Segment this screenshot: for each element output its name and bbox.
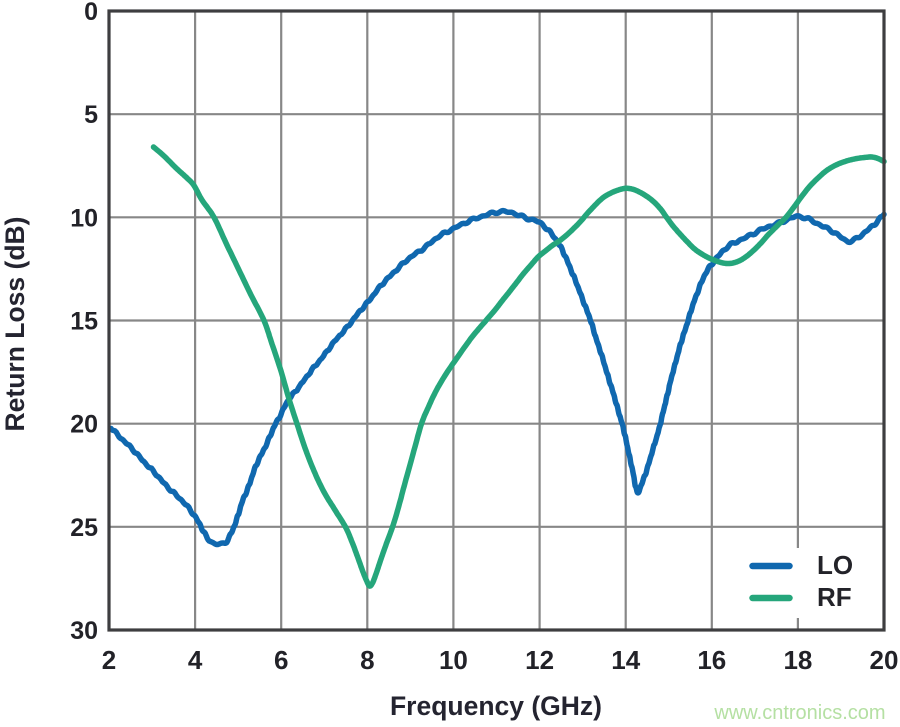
svg-text:10: 10: [439, 645, 468, 675]
svg-text:15: 15: [70, 308, 98, 336]
svg-text:16: 16: [697, 645, 726, 675]
svg-text:18: 18: [783, 645, 812, 675]
svg-text:25: 25: [70, 514, 98, 542]
svg-text:12: 12: [525, 645, 554, 675]
svg-text:30: 30: [70, 617, 98, 645]
svg-text:LO: LO: [817, 550, 853, 580]
svg-text:RF: RF: [817, 582, 852, 612]
svg-text:Frequency (GHz): Frequency (GHz): [390, 691, 602, 721]
svg-text:2: 2: [102, 645, 116, 675]
svg-text:4: 4: [188, 645, 203, 675]
svg-text:20: 20: [70, 411, 98, 439]
svg-text:5: 5: [84, 101, 98, 129]
svg-text:8: 8: [360, 645, 374, 675]
svg-text:14: 14: [611, 645, 640, 675]
svg-text:10: 10: [70, 204, 98, 232]
svg-text:20: 20: [870, 645, 899, 675]
svg-text:6: 6: [274, 645, 288, 675]
svg-text:Return Loss (dB): Return Loss (dB): [0, 217, 30, 432]
svg-text:www.cntronics.com: www.cntronics.com: [713, 702, 885, 724]
svg-text:0: 0: [84, 0, 98, 26]
